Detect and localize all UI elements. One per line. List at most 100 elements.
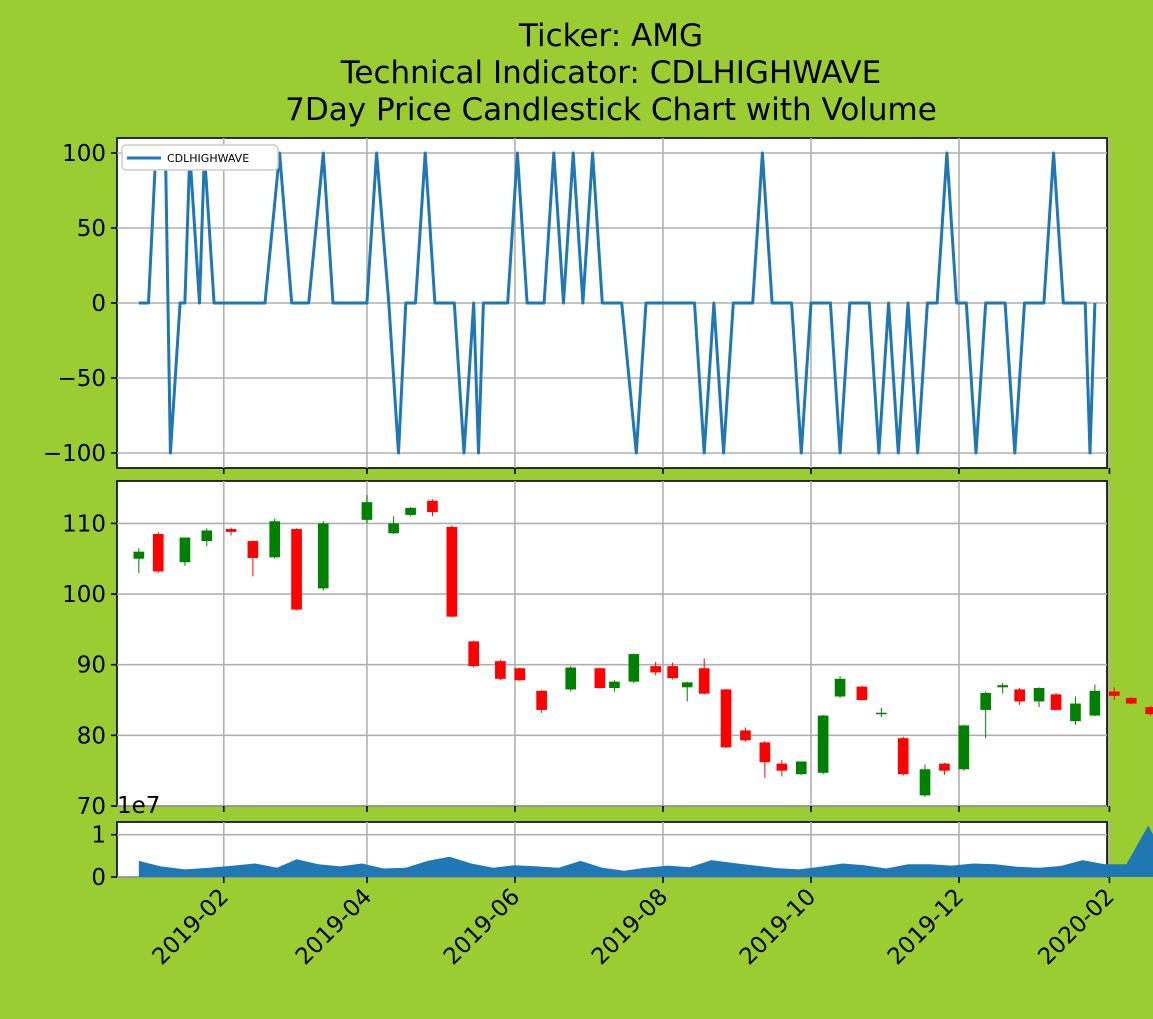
candle-body (1125, 697, 1137, 704)
y-tick-label: 100 (62, 582, 106, 608)
candle-body (698, 668, 710, 694)
candle-body (225, 529, 237, 532)
candle-body (1033, 688, 1045, 702)
candle-body (759, 742, 771, 763)
candle-body (1070, 703, 1081, 722)
y-tick-label: 70 (77, 794, 106, 820)
candle-down (152, 531, 164, 573)
candle-body (776, 763, 788, 771)
candle-body (388, 523, 399, 534)
candle-down (1145, 705, 1153, 716)
candle-body (1108, 691, 1120, 696)
candle-down (225, 527, 237, 536)
candle-down (650, 661, 662, 676)
chart-title-line-3: 7Day Price Candlestick Chart with Volume (285, 92, 937, 128)
y-tick-label: −50 (57, 366, 106, 392)
candle-body (609, 681, 620, 689)
candle-body (133, 551, 145, 559)
candle-body (269, 521, 281, 558)
candle-body (795, 761, 807, 775)
candle-up (681, 681, 693, 702)
candle-up (919, 764, 931, 797)
legend-label: CDLHIGHWAVE (167, 152, 249, 165)
candle-down (468, 640, 480, 668)
candle-body (247, 541, 259, 559)
candle-body (291, 529, 302, 610)
candle-down (495, 659, 506, 681)
y-tick-label: 0 (91, 291, 106, 317)
candle-down (897, 736, 909, 776)
candle-up (1033, 687, 1045, 708)
volume-y-axis: 10 (91, 823, 117, 891)
candle-down (446, 525, 458, 618)
candle-body (817, 715, 829, 773)
candle-down (1014, 688, 1025, 705)
y-tick-label: 100 (62, 141, 106, 167)
candle-down (939, 762, 950, 775)
candle-down (427, 499, 438, 517)
candle-body (997, 685, 1008, 688)
y-tick-label: 1 (91, 823, 106, 849)
y-tick-label: −100 (43, 441, 106, 467)
candlestick-series (133, 495, 1153, 797)
chart-title-line-1: Ticker: AMG (518, 18, 703, 54)
candle-body (1050, 694, 1062, 710)
candle-body (446, 526, 458, 617)
candle-down (247, 540, 259, 577)
y-tick-label: 0 (91, 865, 106, 891)
y-tick-label: 90 (77, 653, 106, 679)
candle-body (628, 654, 640, 682)
candle-body (495, 661, 506, 679)
candle-up (958, 724, 970, 771)
indicator-x-ticks (222, 468, 1111, 474)
price-y-axis: 110 100 90 80 70 (62, 511, 117, 820)
candle-down (291, 528, 302, 611)
candle-down (720, 688, 732, 749)
candle-down (856, 685, 868, 701)
candle-body (514, 668, 526, 681)
y-tick-label: 80 (77, 723, 106, 749)
candle-up (405, 507, 416, 517)
candle-body (980, 692, 992, 710)
indicator-legend: CDLHIGHWAVE (121, 144, 279, 171)
candle-up (361, 495, 373, 524)
candle-up (269, 518, 281, 559)
volume-panel: 10 1e7 (91, 793, 1153, 891)
candle-body (720, 689, 732, 748)
candle-down (759, 741, 771, 778)
candle-body (919, 769, 931, 796)
cdlhighwave-series-line (138, 151, 1097, 455)
candle-body (565, 667, 577, 690)
candle-down (536, 690, 547, 713)
candle-up (133, 548, 145, 573)
candle-up (817, 714, 829, 775)
candle-up (201, 528, 213, 546)
candle-body (667, 666, 678, 679)
candle-body (468, 641, 480, 667)
candle-down (1050, 692, 1062, 711)
candle-down (594, 667, 606, 689)
candle-down (667, 662, 678, 680)
candle-body (594, 668, 606, 689)
y-tick-label: 50 (77, 216, 106, 242)
candle-up (317, 521, 329, 591)
candle-up (795, 761, 807, 775)
candle-body (1145, 707, 1153, 715)
candle-down (740, 727, 751, 742)
candle-down (698, 658, 710, 695)
candle-body (856, 686, 868, 701)
candle-up (388, 516, 399, 534)
candle-body (958, 725, 970, 770)
candle-up (565, 666, 577, 692)
indicator-panel: 100 50 0 −50 −100 CDLHIGHWAVE (43, 137, 1111, 474)
candle-down (776, 760, 788, 777)
candle-body (650, 666, 662, 673)
price-x-ticks (222, 806, 1111, 812)
candle-body (834, 678, 846, 697)
candle-body (681, 682, 693, 688)
y-tick-label: 110 (62, 511, 106, 537)
candle-up (980, 691, 992, 739)
indicator-y-axis: 100 50 0 −50 −100 (43, 141, 117, 467)
candle-body (317, 523, 329, 589)
